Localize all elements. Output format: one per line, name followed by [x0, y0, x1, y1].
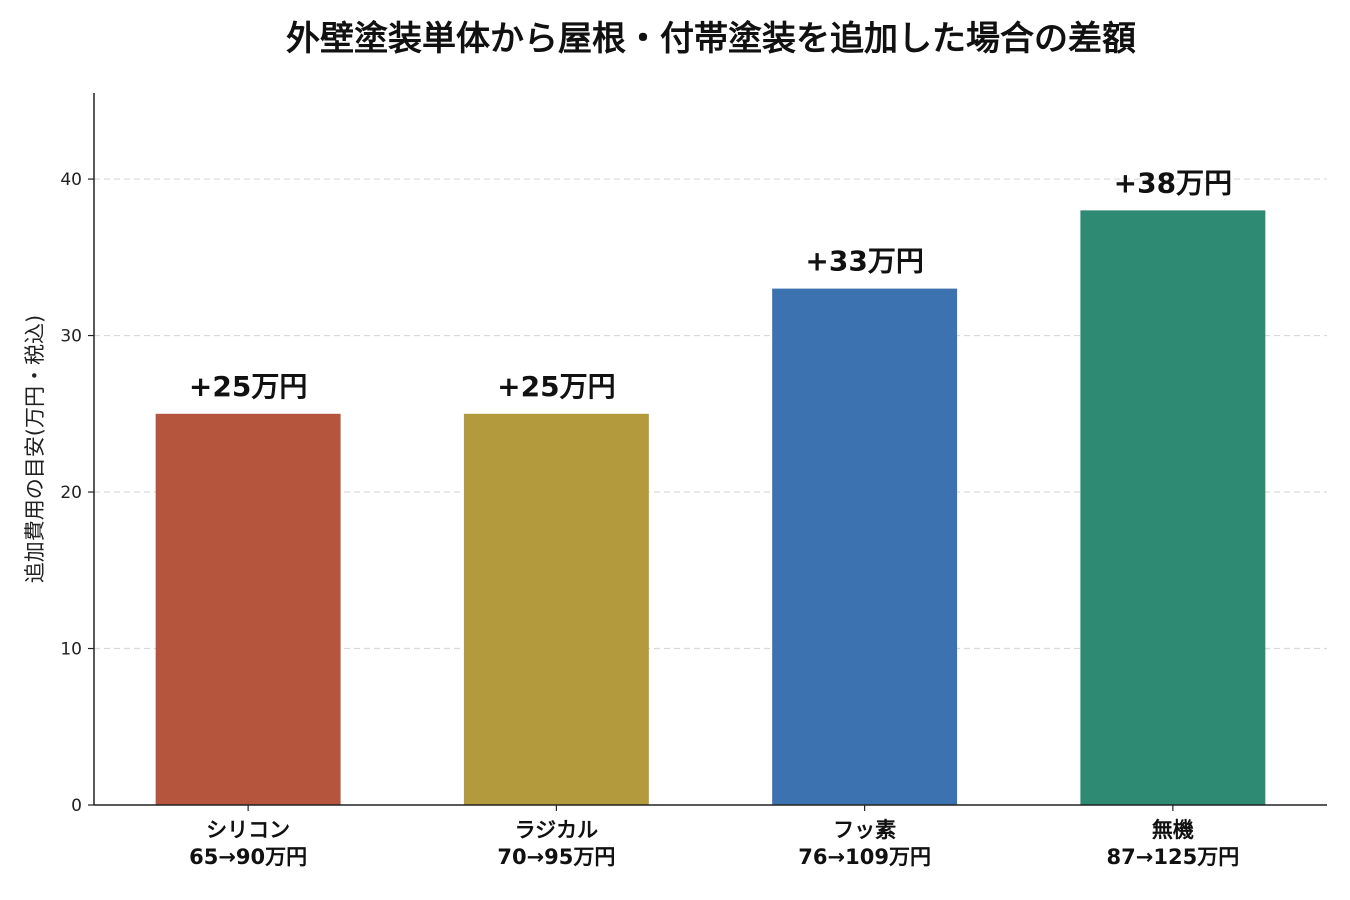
x-tick-detail: 65→90万円: [189, 845, 307, 869]
axes: [88, 93, 1327, 811]
chart-title: 外壁塗装単体から屋根・付帯塗装を追加した場合の差額: [286, 19, 1136, 59]
x-tick-detail: 70→95万円: [497, 845, 615, 869]
y-axis-label: 追加費用の目安(万円・税込): [23, 315, 47, 583]
bar: [155, 413, 341, 805]
y-tick-label: 0: [71, 796, 82, 816]
y-tick-labels: 0 10 20 30 40: [60, 170, 82, 816]
x-tick-detail: 76→109万円: [798, 845, 931, 869]
y-tick-label: 30: [60, 327, 82, 347]
x-tick-label: フッ素: [833, 818, 896, 842]
bar: [1080, 210, 1266, 805]
data-label: +38万円: [1114, 166, 1232, 199]
bar: [463, 413, 649, 805]
bars: [155, 210, 1266, 806]
x-tick-label: ラジカル: [515, 818, 599, 842]
y-tick-label: 40: [60, 170, 82, 190]
y-tick-label: 10: [60, 640, 82, 660]
x-tick-detail: 87→125万円: [1107, 845, 1240, 869]
x-tick-labels: シリコン 65→90万円 ラジカル 70→95万円 フッ素 76→109万円 無機 87→12…: [189, 818, 1239, 869]
data-label: +25万円: [497, 370, 615, 403]
y-tick-label: 20: [60, 483, 82, 503]
x-tick-label: 無機: [1152, 818, 1194, 842]
x-tick-label: シリコン: [206, 818, 290, 842]
bar: [772, 288, 958, 806]
data-labels: +25万円 +25万円 +33万円 +38万円: [189, 166, 1232, 402]
data-label: +25万円: [189, 370, 307, 403]
data-label: +33万円: [805, 245, 923, 278]
